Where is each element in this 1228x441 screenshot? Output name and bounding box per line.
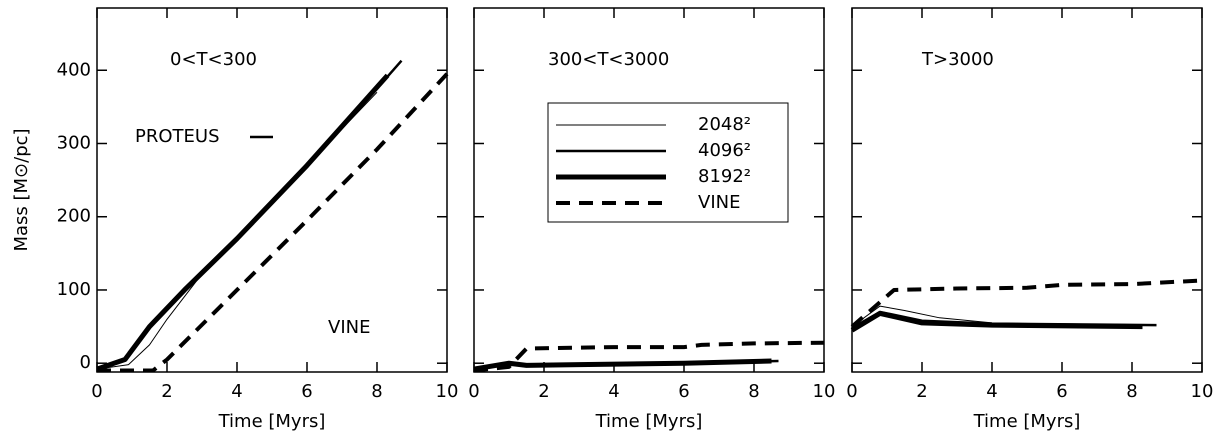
series-line [473, 358, 772, 372]
x-tick-label: 2 [916, 381, 927, 402]
x-tick-label: 2 [161, 381, 172, 402]
x-tick-label: 10 [813, 381, 836, 402]
x-tick-label: 6 [1056, 381, 1067, 402]
y-tick-label: 0 [80, 352, 91, 373]
x-tick-label: 0 [91, 381, 102, 402]
legend-label: VINE [698, 192, 740, 213]
x-tick-label: 6 [301, 381, 312, 402]
y-tick-label: 200 [57, 206, 91, 227]
x-tick-label: 8 [748, 381, 759, 402]
x-tick-label: 10 [436, 381, 459, 402]
x-tick-label: 10 [1191, 381, 1214, 402]
x-tick-label: 0 [468, 381, 479, 402]
series-line [850, 310, 1143, 333]
x-tick-label: 0 [846, 381, 857, 402]
annotation: T>3000 [921, 49, 994, 70]
y-tick-label: 300 [57, 132, 91, 153]
x-tick-label: 2 [538, 381, 549, 402]
plot-frame [96, 7, 448, 373]
x-tick-label: 4 [986, 381, 997, 402]
x-axis-label: Time [Myrs] [973, 411, 1081, 432]
series-line [850, 278, 1203, 329]
series-line [473, 340, 825, 373]
legend-label: 4096² [698, 140, 751, 161]
legend-label: 8192² [698, 166, 751, 187]
annotation: 0<T<300 [170, 49, 257, 70]
y-tick-label: 100 [57, 279, 91, 300]
x-axis-label: Time [Myrs] [218, 411, 326, 432]
y-tick-label: 400 [57, 59, 91, 80]
plot-frame [473, 7, 825, 373]
series-line [96, 73, 390, 372]
series-line [97, 72, 449, 373]
x-tick-label: 6 [678, 381, 689, 402]
annotation: PROTEUS [135, 126, 220, 147]
y-axis-label: Mass [M⊙/pc] [11, 128, 32, 251]
legend-label: 2048² [698, 114, 751, 135]
annotation: 300<T<3000 [548, 49, 669, 70]
annotation: VINE [328, 317, 370, 338]
x-tick-label: 8 [371, 381, 382, 402]
x-tick-label: 4 [231, 381, 242, 402]
x-tick-label: 8 [1126, 381, 1137, 402]
x-tick-label: 4 [608, 381, 619, 402]
plot-frame [851, 7, 1203, 373]
x-axis-label: Time [Myrs] [595, 411, 703, 432]
